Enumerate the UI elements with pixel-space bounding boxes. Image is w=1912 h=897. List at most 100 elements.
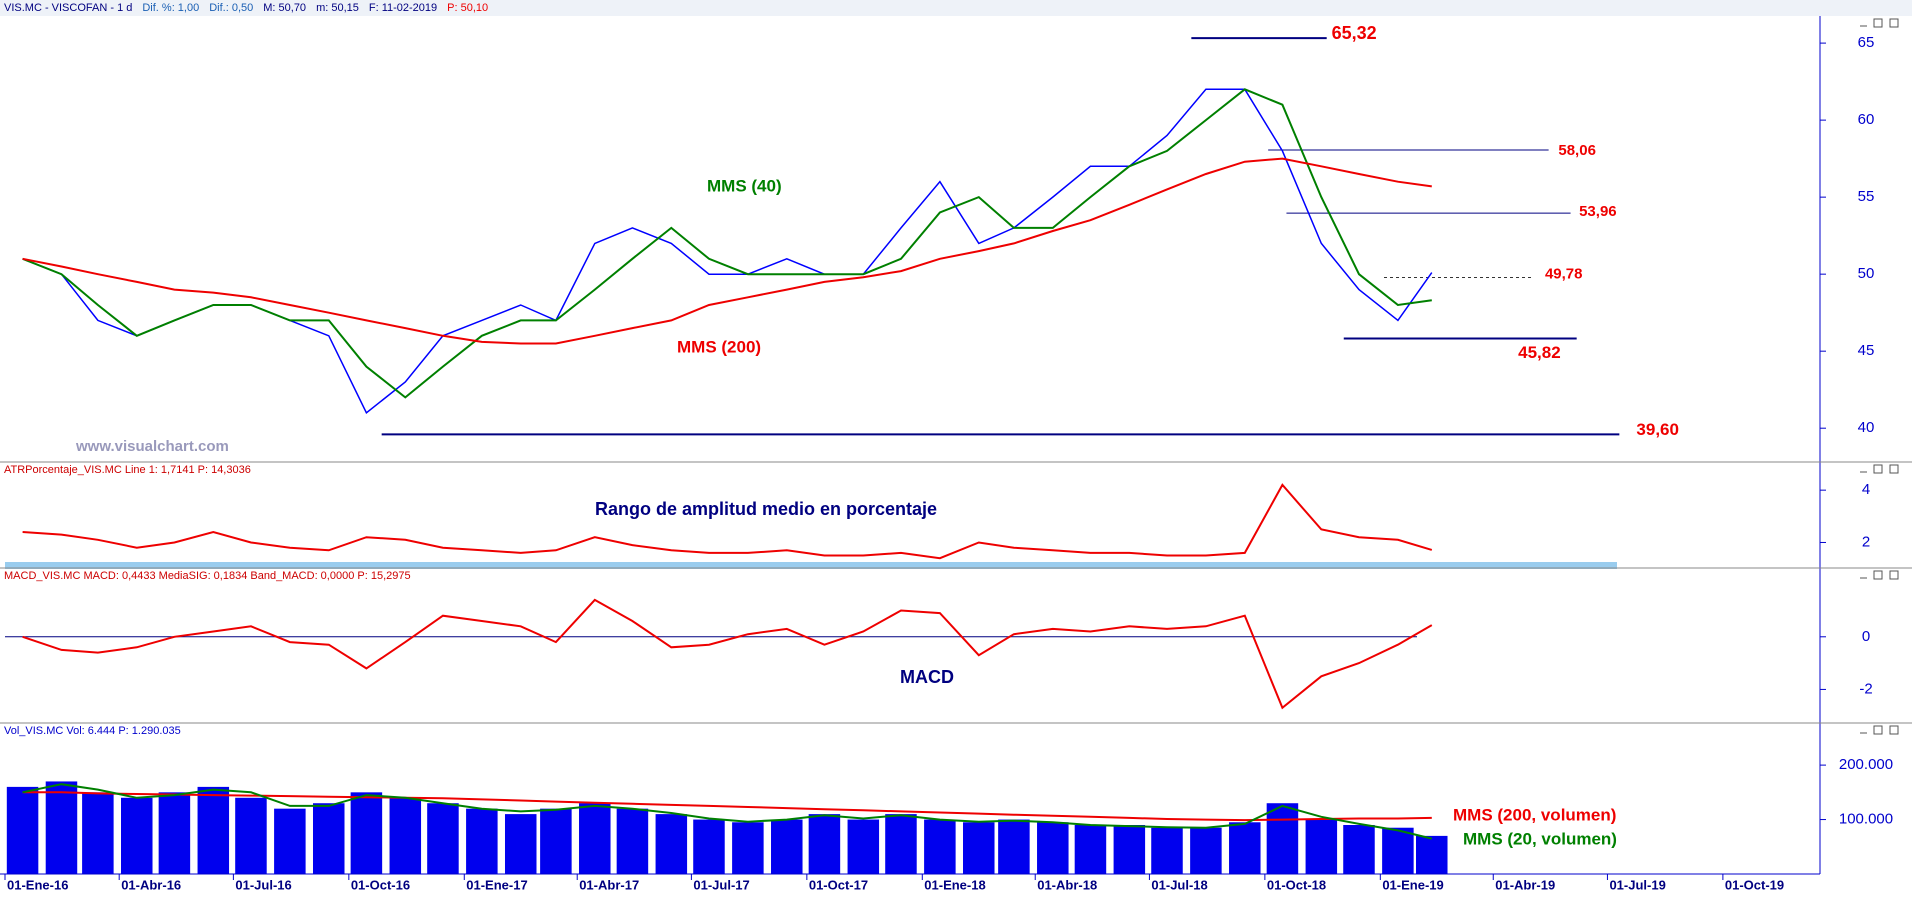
volume-bar <box>808 814 841 874</box>
level-label: 49,78 <box>1545 265 1583 282</box>
y-tick-label: 45 <box>1858 342 1875 359</box>
x-tick-label: 01-Abr-17 <box>579 877 639 892</box>
x-tick-label: 01-Oct-17 <box>809 877 868 892</box>
x-tick-label: 01-Ene-19 <box>1382 877 1443 892</box>
volume-bar <box>1190 827 1222 874</box>
x-tick-label: 01-Oct-18 <box>1267 877 1326 892</box>
level-label: 39,60 <box>1636 420 1679 439</box>
series-label: MMS (20, volumen) <box>1463 829 1617 848</box>
window-button[interactable] <box>1873 725 1883 735</box>
volume-bar <box>389 797 422 874</box>
header-field: M: 50,70 <box>263 2 306 14</box>
x-tick-label: 01-Jul-17 <box>693 877 749 892</box>
y-tick-label: 55 <box>1858 188 1875 205</box>
volume-bar <box>616 808 649 874</box>
volume-bar <box>235 797 267 874</box>
header-field: m: 50,15 <box>316 2 359 14</box>
series-label: MMS (200) <box>677 337 761 356</box>
volume-bar <box>924 819 956 874</box>
volume-bar <box>312 803 345 874</box>
panel-annotation: MACD <box>900 667 954 687</box>
y-tick-label: 4 <box>1862 481 1870 498</box>
panel-annotation: Rango de amplitud medio en porcentaje <box>595 499 937 519</box>
series-line <box>22 157 1432 345</box>
volume-bar <box>466 808 498 874</box>
atr-band <box>5 562 1617 569</box>
window-button[interactable] <box>1889 464 1899 474</box>
x-tick-label: 01-Jul-19 <box>1609 877 1665 892</box>
x-tick-label: 01-Abr-18 <box>1037 877 1097 892</box>
header-field: Dif.: 0,50 <box>209 2 253 14</box>
x-tick-label: 01-Jul-16 <box>235 877 291 892</box>
volume-bar <box>1037 822 1069 874</box>
series-label: MMS (40) <box>707 176 782 195</box>
volume-bar <box>1113 825 1146 874</box>
x-tick-label: 01-Oct-16 <box>351 877 410 892</box>
volume-bar <box>693 819 725 874</box>
volume-bar <box>121 797 153 874</box>
volume-bar <box>1305 819 1338 874</box>
volume-bar <box>274 808 306 874</box>
y-tick-label: 2 <box>1862 533 1870 550</box>
y-tick-label: 50 <box>1858 265 1875 282</box>
window-button[interactable] <box>1889 570 1899 580</box>
volume-bar <box>6 786 39 874</box>
volume-bar <box>504 814 537 874</box>
header-field: Dif. %: 1,00 <box>142 2 199 14</box>
volume-bar <box>1151 827 1183 874</box>
series-line <box>22 791 1432 822</box>
y-tick-label: 100.000 <box>1839 811 1893 828</box>
header-field: P: 50,10 <box>447 2 488 14</box>
y-tick-label: 200.000 <box>1839 756 1893 773</box>
series-line <box>22 783 1433 840</box>
volume-bar <box>158 792 191 874</box>
y-tick-label: 40 <box>1858 419 1875 436</box>
y-tick-label: -2 <box>1859 680 1872 697</box>
volume-bar <box>998 819 1030 874</box>
series-line <box>22 598 1433 710</box>
x-tick-label: 01-Jul-18 <box>1151 877 1207 892</box>
volume-bar <box>732 822 764 874</box>
volume-bar <box>771 819 803 874</box>
volume-bar <box>1229 822 1261 874</box>
window-button[interactable] <box>1873 464 1883 474</box>
x-tick-label: 01-Oct-19 <box>1725 877 1784 892</box>
header-bar <box>0 0 1912 16</box>
header-field: VIS.MC - VISCOFAN - 1 d <box>4 2 132 14</box>
volume-bar <box>655 814 688 874</box>
panel-title: MACD_VIS.MC MACD: 0,4433 MediaSIG: 0,183… <box>4 570 411 582</box>
volume-bar <box>540 808 572 874</box>
volume-bar <box>847 819 880 874</box>
volume-bar <box>350 792 383 874</box>
watermark: www.visualchart.com <box>75 438 229 455</box>
volume-bar <box>1266 803 1299 874</box>
x-tick-label: 01-Abr-16 <box>121 877 181 892</box>
volume-bar <box>963 822 995 874</box>
level-label: 58,06 <box>1558 142 1596 159</box>
volume-bar <box>197 786 230 874</box>
y-tick-label: 65 <box>1858 34 1875 51</box>
volume-bar <box>1382 827 1414 874</box>
panel-title: ATRPorcentaje_VIS.MC Line 1: 1,7141 P: 1… <box>4 464 251 476</box>
header-field: F: 11-02-2019 <box>369 2 437 14</box>
level-label: 65,32 <box>1332 23 1377 43</box>
volume-bar <box>427 803 459 874</box>
level-label: 53,96 <box>1579 203 1617 220</box>
window-button[interactable] <box>1873 570 1883 580</box>
volume-bar <box>1416 835 1448 874</box>
x-tick-label: 01-Ene-16 <box>7 877 68 892</box>
y-tick-label: 0 <box>1862 628 1870 645</box>
volume-bar <box>45 781 78 874</box>
x-tick-label: 01-Ene-17 <box>466 877 527 892</box>
x-tick-label: 01-Ene-18 <box>924 877 985 892</box>
window-button[interactable] <box>1889 725 1899 735</box>
volume-bar <box>885 814 917 874</box>
window-button[interactable] <box>1889 18 1899 28</box>
series-line <box>22 88 1432 399</box>
window-button[interactable] <box>1873 18 1883 28</box>
x-tick-label: 01-Abr-19 <box>1495 877 1555 892</box>
volume-bar <box>579 803 611 874</box>
volume-bar <box>1074 825 1107 874</box>
y-tick-label: 60 <box>1858 111 1875 128</box>
